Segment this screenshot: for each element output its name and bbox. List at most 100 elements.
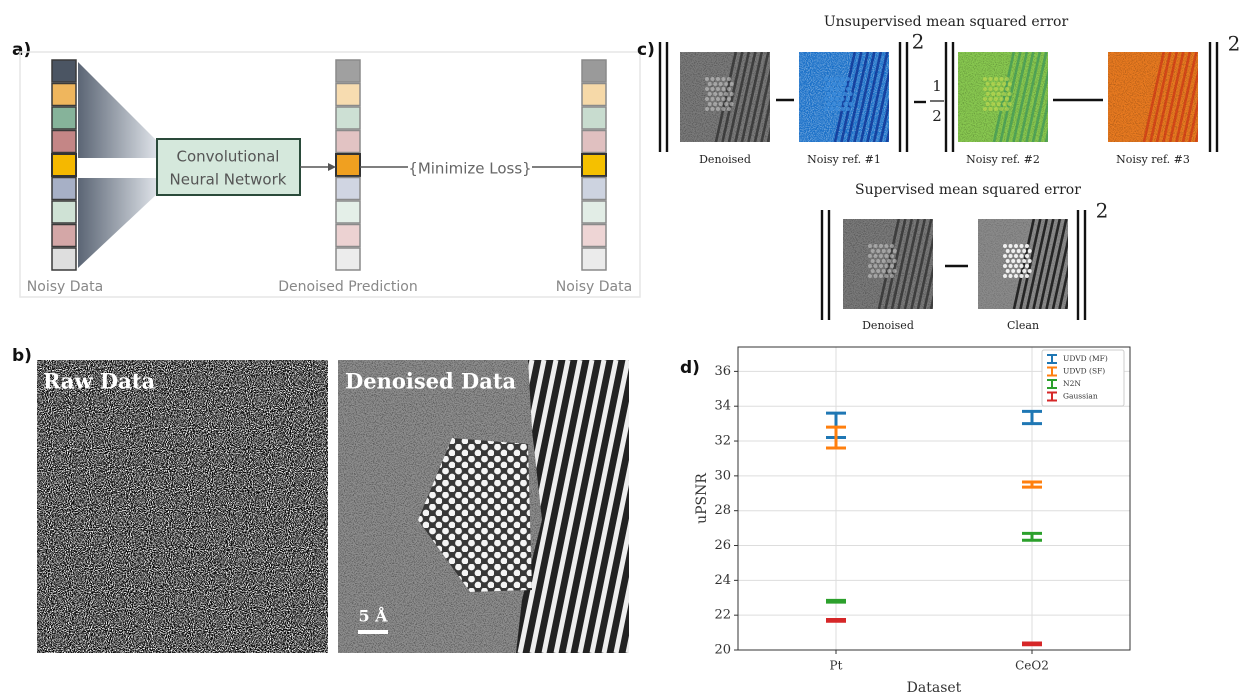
panel-label: d) xyxy=(680,358,700,378)
image-dot xyxy=(841,107,845,111)
image-dot xyxy=(893,269,897,273)
image-dot xyxy=(874,254,878,258)
image-dot xyxy=(1009,274,1013,278)
image-dot xyxy=(868,274,872,278)
exponent: 2 xyxy=(1228,32,1241,56)
image-dot xyxy=(994,87,998,91)
y-tick-label: 26 xyxy=(714,538,731,553)
column-cell xyxy=(52,154,76,176)
column-cell xyxy=(336,178,360,200)
image-dot xyxy=(890,274,894,278)
column-cell xyxy=(582,178,606,200)
image-dot xyxy=(705,77,709,81)
image-dot xyxy=(893,249,897,253)
image-dot xyxy=(1025,274,1029,278)
image-dot xyxy=(994,97,998,101)
image-dot xyxy=(879,264,883,268)
image-dot xyxy=(711,97,715,101)
image-dot xyxy=(716,107,720,111)
image-caption: Noisy ref. #1 xyxy=(807,153,881,166)
column-cell xyxy=(52,131,76,153)
image-dot xyxy=(1005,87,1009,91)
image-dot xyxy=(838,102,842,106)
image-dot xyxy=(1006,259,1010,263)
error-bar xyxy=(826,620,846,622)
y-tick-label: 34 xyxy=(714,399,731,414)
image-dot xyxy=(1002,92,1006,96)
image-dot xyxy=(846,97,850,101)
image-dot xyxy=(832,82,836,86)
image-dot xyxy=(1011,249,1015,253)
legend-label: UDVD (MF) xyxy=(1063,354,1108,363)
column-cell xyxy=(582,107,606,129)
image-dot xyxy=(1020,244,1024,248)
image-dot xyxy=(708,92,712,96)
column-cell xyxy=(582,248,606,270)
image-dot xyxy=(727,97,731,101)
image-dot xyxy=(868,244,872,248)
image-dot xyxy=(876,249,880,253)
y-axis-label: uPSNR xyxy=(694,473,710,524)
image-dot xyxy=(843,92,847,96)
y-tick-label: 20 xyxy=(714,643,731,658)
image-dot xyxy=(1006,249,1010,253)
image-dot xyxy=(730,92,734,96)
column-cell xyxy=(336,84,360,106)
image-dot xyxy=(874,264,878,268)
image-dot xyxy=(1014,274,1018,278)
image-dot xyxy=(711,87,715,91)
image-dot xyxy=(711,77,715,81)
image-dot xyxy=(830,87,834,91)
image-dot xyxy=(871,259,875,263)
image-caption: Denoised xyxy=(862,319,914,332)
image-label: Raw Data xyxy=(43,369,155,394)
image-dot xyxy=(885,254,889,258)
scale-label: 5 Å xyxy=(358,605,388,626)
image-dot xyxy=(713,92,717,96)
exponent: 2 xyxy=(1096,199,1109,223)
image-dot xyxy=(986,82,990,86)
image-dot xyxy=(1017,249,1021,253)
image-dot xyxy=(983,87,987,91)
scale-bar xyxy=(358,630,388,634)
image-dot xyxy=(994,77,998,81)
image-dot xyxy=(991,102,995,106)
image-dot xyxy=(722,107,726,111)
y-tick-label: 24 xyxy=(714,573,731,588)
image-dot xyxy=(1028,249,1032,253)
image-dot xyxy=(887,259,891,263)
image-dot xyxy=(1022,249,1026,253)
column-cell xyxy=(336,225,360,247)
image-dot xyxy=(838,92,842,96)
image-dot xyxy=(1017,269,1021,273)
image-dot xyxy=(713,102,717,106)
image-dot xyxy=(983,77,987,81)
image-dot xyxy=(989,97,993,101)
image-dot xyxy=(1014,254,1018,258)
image-dot xyxy=(849,102,853,106)
y-tick-label: 36 xyxy=(714,364,731,379)
image-dot xyxy=(719,92,723,96)
image-dot xyxy=(986,92,990,96)
image-dot xyxy=(846,87,850,91)
image-dot xyxy=(893,259,897,263)
image-dot xyxy=(835,87,839,91)
error-bar xyxy=(826,600,846,602)
image-dot xyxy=(989,87,993,91)
image-dot xyxy=(716,87,720,91)
column-cell xyxy=(52,225,76,247)
image-dot xyxy=(879,254,883,258)
image-dot xyxy=(1008,102,1012,106)
image-dot xyxy=(730,102,734,106)
image-dot xyxy=(705,107,709,111)
image-dot xyxy=(989,107,993,111)
y-tick-label: 30 xyxy=(714,468,731,483)
image-dot xyxy=(1014,244,1018,248)
image-dot xyxy=(841,77,845,81)
image-caption: Noisy ref. #3 xyxy=(1116,153,1190,166)
section-title: Unsupervised mean squared error xyxy=(824,14,1069,30)
image-dot xyxy=(879,274,883,278)
y-tick-label: 22 xyxy=(714,608,731,623)
image-dot xyxy=(830,77,834,81)
image-dot xyxy=(849,82,853,86)
